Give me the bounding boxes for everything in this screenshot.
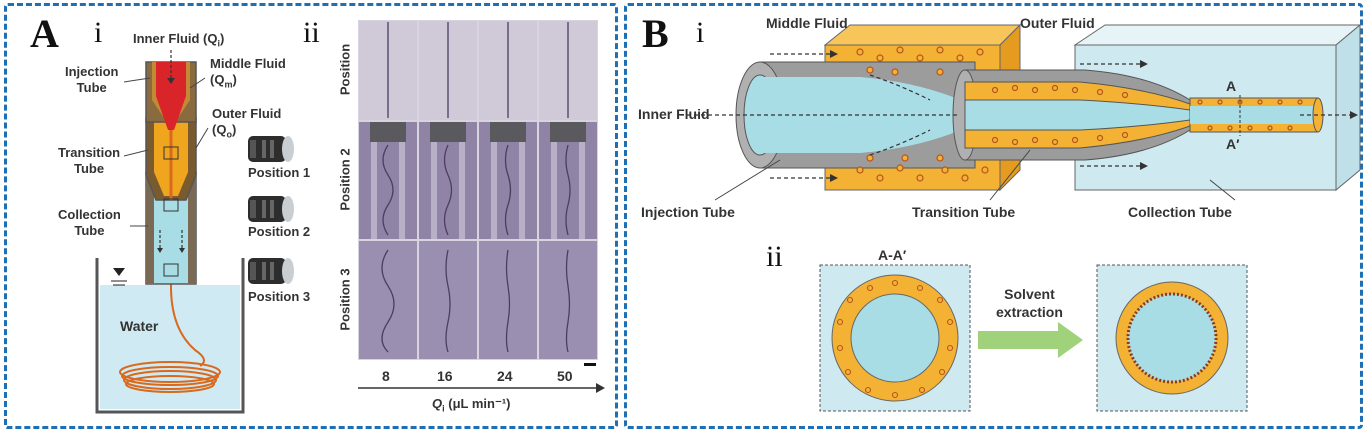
b-transition-tube-label: Transition Tube <box>912 204 1016 220</box>
inner-fluid-core <box>156 62 186 130</box>
collection-tube-label: Collection Tube <box>58 207 121 238</box>
position-1-label: Position 1 <box>248 165 311 180</box>
transition-tube <box>952 69 1191 161</box>
middle-fluid-label: Middle Fluid (Qm) <box>210 56 286 90</box>
camera-icon <box>248 136 294 162</box>
b-collection-tube-label: Collection Tube <box>1128 204 1232 220</box>
b-inner-fluid-label: Inner Fluid <box>638 106 710 122</box>
section-label: A-A′ <box>878 247 907 263</box>
point-a-label: A <box>1226 78 1237 94</box>
inner-fluid-label: Inner Fluid (Qi) <box>133 31 225 49</box>
camera-icon <box>248 258 294 284</box>
position-2-label: Position 2 <box>248 224 311 239</box>
panel-b-sub-i: i <box>696 16 705 49</box>
panel-a-sub-ii: ii <box>303 16 320 49</box>
outer-fluid-label: Outer Fluid (Qo) <box>212 106 282 140</box>
flow-value-1: 8 <box>382 368 390 384</box>
flow-value-3: 24 <box>497 368 513 384</box>
camera-icon <box>248 196 294 222</box>
fiber-coil <box>119 200 221 393</box>
water-level-marker <box>113 268 125 276</box>
solvent-arrow-icon <box>978 322 1083 358</box>
panel-b-letter: B <box>642 11 669 56</box>
water-container <box>95 258 245 414</box>
b-outer-fluid-label: Outer Fluid <box>1020 15 1095 31</box>
b-injection-tube-label: Injection Tube <box>641 204 735 220</box>
flow-value-4: 50 <box>557 368 573 384</box>
panel-a-letter: A <box>30 11 59 56</box>
cross-section-after <box>1096 264 1248 412</box>
solvent-extraction-label: Solvent extraction <box>996 286 1063 320</box>
point-a-prime-label: A′ <box>1226 136 1240 152</box>
injection-tube-label: Injection Tube <box>65 64 119 95</box>
panel-b-frame <box>624 3 1363 429</box>
water-label: Water <box>120 318 159 334</box>
panel-a-sub-i: i <box>94 16 103 49</box>
flow-value-2: 16 <box>437 368 453 384</box>
b-middle-fluid-label: Middle Fluid <box>766 15 848 31</box>
transition-tube-label: Transition Tube <box>58 145 121 176</box>
panel-a-frame <box>4 3 618 429</box>
panel-b-sub-ii: ii <box>766 240 783 273</box>
position-3-label: Position 3 <box>248 289 311 304</box>
particle-dots <box>856 46 1303 182</box>
cross-section-before <box>819 264 971 412</box>
flow-axis-label: Qi (μL min⁻¹) <box>432 396 511 414</box>
micrograph-grid <box>358 20 598 366</box>
